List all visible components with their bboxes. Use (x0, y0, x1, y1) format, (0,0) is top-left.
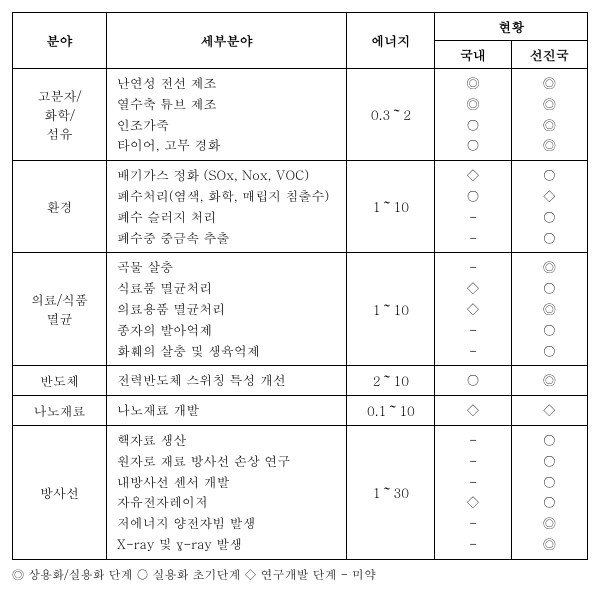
th-domestic: 국내 (435, 41, 511, 69)
cell-subfield: 배기가스 정화 (SOx, Nox, VOC)폐수처리(염색, 화학, 매립지 … (106, 161, 347, 253)
th-energy: 에너지 (347, 13, 435, 69)
legend-text: ◎ 상용화/실용화 단계 ○ 실용화 초기단계 ◇ 연구개발 단계 - 미약 (12, 566, 588, 583)
cell-field: 의료/식품멸균 (13, 253, 107, 366)
cell-energy: 2～10 (347, 366, 435, 396)
cell-advanced: ◎○◎○○ (511, 253, 587, 366)
cell-domestic: -◇◇-- (435, 253, 511, 366)
cell-field: 반도체 (13, 366, 107, 396)
th-subfield: 세부분야 (106, 13, 347, 69)
cell-subfield: 나노재료 개발 (106, 396, 347, 426)
cell-domestic: ◎◎○○ (435, 69, 511, 161)
cell-energy: 1～30 (347, 425, 435, 559)
cell-domestic: ---◇-- (435, 425, 511, 559)
table-row: 환경배기가스 정화 (SOx, Nox, VOC)폐수처리(염색, 화학, 매립… (13, 161, 588, 253)
th-status: 현황 (435, 13, 588, 41)
cell-subfield: 전력반도체 스위칭 특성 개선 (106, 366, 347, 396)
table-row: 반도체전력반도체 스위칭 특성 개선2～10○◎ (13, 366, 588, 396)
cell-advanced: ◎ (511, 366, 587, 396)
cell-domestic: ◇ (435, 396, 511, 426)
cell-advanced: ○◇○○ (511, 161, 587, 253)
cell-field: 환경 (13, 161, 107, 253)
status-table: 분야 세부분야 에너지 현황 국내 선진국 고분자/화학/섬유난연성 전선 제조… (12, 12, 588, 560)
cell-subfield: 곡물 살충식료품 멸균처리의료용품 멸균처리종자의 발아억제화훼의 살충 및 생… (106, 253, 347, 366)
cell-subfield: 핵자료 생산원자로 재료 방사선 손상 연구내방사선 센서 개발자유전자레이저저… (106, 425, 347, 559)
cell-field: 방사선 (13, 425, 107, 559)
table-row: 고분자/화학/섬유난연성 전선 제조열수축 튜브 제조인조가죽타이어, 고무 경… (13, 69, 588, 161)
cell-field: 나노재료 (13, 396, 107, 426)
th-field: 분야 (13, 13, 107, 69)
cell-energy: 0.1～10 (347, 396, 435, 426)
cell-advanced: ○○○○◎◎ (511, 425, 587, 559)
cell-energy: 1～10 (347, 253, 435, 366)
cell-energy: 1～10 (347, 161, 435, 253)
cell-advanced: ◇ (511, 396, 587, 426)
cell-energy: 0.3～2 (347, 69, 435, 161)
cell-field: 고분자/화학/섬유 (13, 69, 107, 161)
table-row: 방사선핵자료 생산원자로 재료 방사선 손상 연구내방사선 센서 개발자유전자레… (13, 425, 588, 559)
table-row: 의료/식품멸균곡물 살충식료품 멸균처리의료용품 멸균처리종자의 발아억제화훼의… (13, 253, 588, 366)
cell-subfield: 난연성 전선 제조열수축 튜브 제조인조가죽타이어, 고무 경화 (106, 69, 347, 161)
table-body: 고분자/화학/섬유난연성 전선 제조열수축 튜브 제조인조가죽타이어, 고무 경… (13, 69, 588, 560)
th-advanced: 선진국 (511, 41, 587, 69)
cell-domestic: ◇○-- (435, 161, 511, 253)
cell-advanced: ◎◎◎◎ (511, 69, 587, 161)
table-row: 나노재료나노재료 개발0.1～10◇◇ (13, 396, 588, 426)
cell-domestic: ○ (435, 366, 511, 396)
